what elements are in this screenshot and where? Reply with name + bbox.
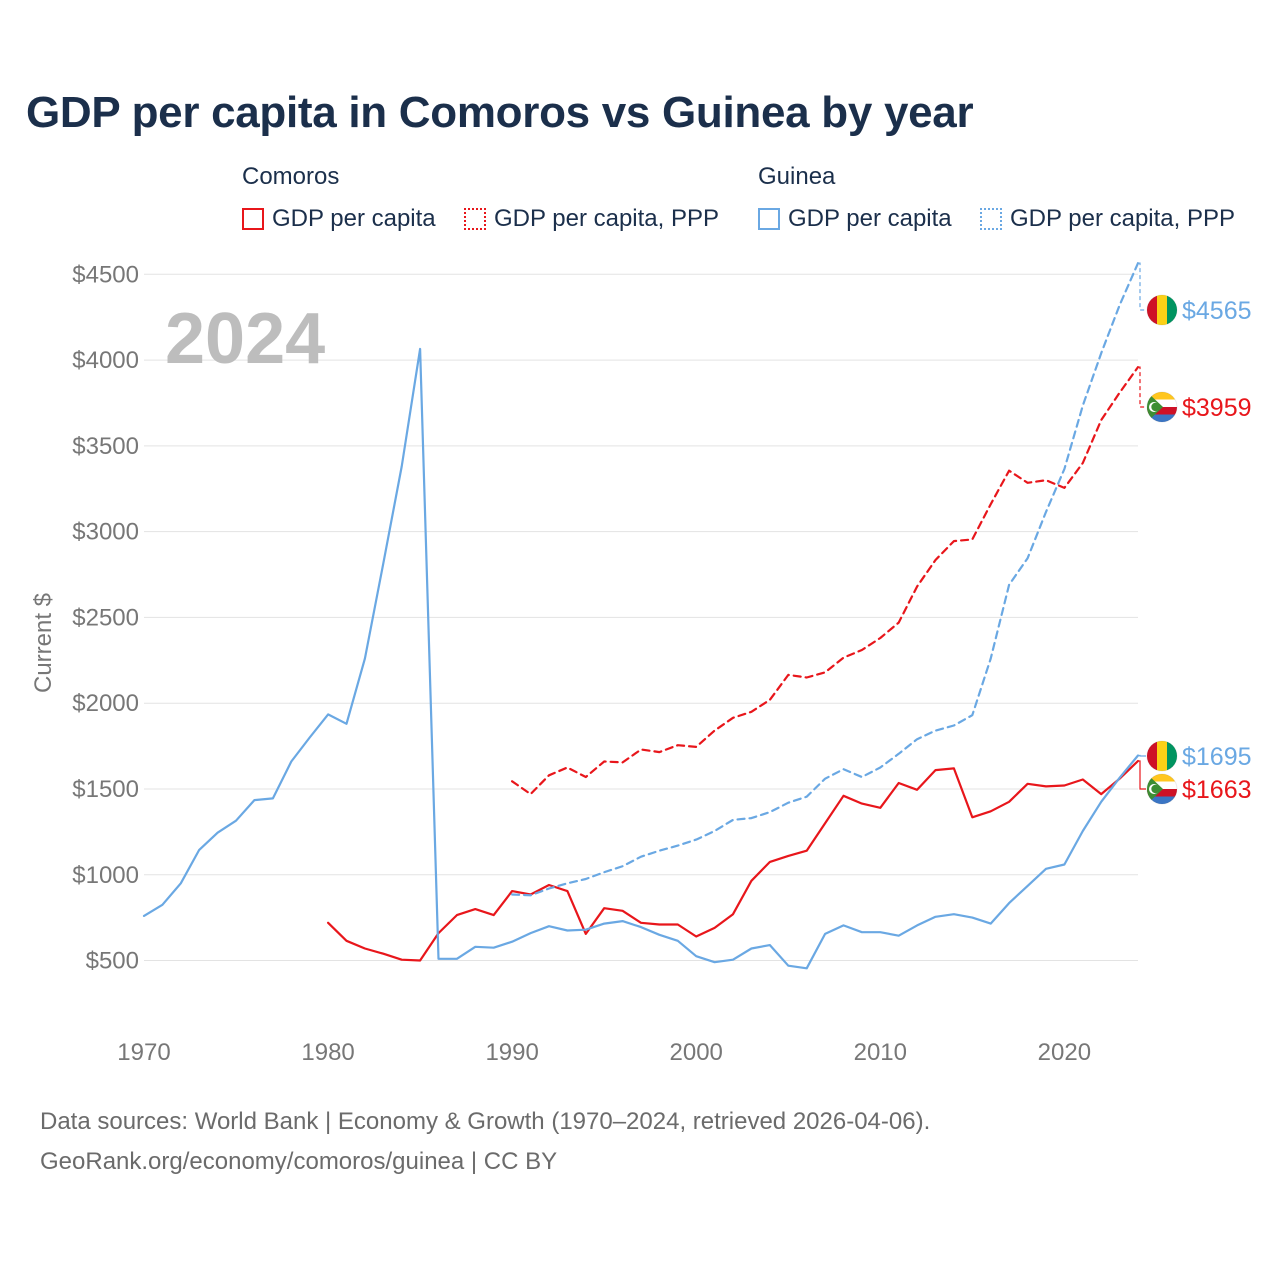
legend-swatch-solid-blue (758, 208, 780, 230)
guinea-flag-icon (1146, 740, 1178, 772)
series-line-guinea-ppp[interactable] (510, 262, 1140, 897)
y-tick-label: $2000 (72, 690, 139, 717)
legend-group-guinea: Guinea (758, 163, 836, 190)
end-value-label: $4565 (1182, 297, 1252, 325)
y-tick-label: $3500 (72, 433, 139, 460)
legend-swatch-dotted-red (464, 208, 486, 230)
year-watermark: 2024 (165, 299, 325, 379)
x-tick-label: 2010 (854, 1039, 907, 1066)
series-line-guinea-gdp[interactable] (142, 347, 1140, 970)
end-leader (1138, 262, 1146, 311)
y-tick-label: $500 (86, 948, 139, 975)
line-chart: $500 $1000 $1500 $2000 $2500 $3000 $3500 $4000 $… (30, 261, 1252, 1066)
series-line-comoros-ppp[interactable] (510, 366, 1140, 796)
end-value-label: $1695 (1182, 743, 1252, 771)
x-tick-label: 1990 (485, 1039, 538, 1066)
legend-guinea-gdp-ppp[interactable]: GDP per capita, PPP (980, 204, 1235, 234)
y-tick-label: $3000 (72, 519, 139, 546)
y-tick-label: $1500 (72, 776, 139, 803)
comoros-flag-icon (1146, 391, 1178, 423)
x-tick-label: 2000 (670, 1039, 723, 1066)
y-tick-label: $4000 (72, 347, 139, 374)
legend-label: GDP per capita (788, 205, 952, 232)
legend-guinea-gdp[interactable]: GDP per capita (758, 204, 952, 234)
legend-label: GDP per capita, PPP (494, 205, 719, 232)
legend-comoros-gdp[interactable]: GDP per capita (242, 204, 436, 234)
legend-swatch-solid-red (242, 208, 264, 230)
end-value-label: $3959 (1182, 394, 1252, 422)
end-leader (1138, 366, 1146, 408)
legend-comoros-gdp-ppp[interactable]: GDP per capita, PPP (464, 204, 719, 234)
footer-sources: Data sources: World Bank | Economy & Gro… (40, 1108, 931, 1135)
legend-label: GDP per capita, PPP (1010, 205, 1235, 232)
legend-group-comoros: Comoros (242, 163, 340, 190)
guinea-flag-icon (1146, 294, 1178, 326)
legend-label: GDP per capita (272, 205, 436, 232)
y-tick-label: $2500 (72, 604, 139, 631)
x-tick-label: 1970 (117, 1039, 170, 1066)
y-axis-label: Current $ (30, 593, 57, 693)
end-value-label: $1663 (1182, 776, 1252, 804)
x-tick-label: 2020 (1038, 1039, 1091, 1066)
series-line-comoros-gdp[interactable] (327, 759, 1140, 962)
legend-swatch-dotted-blue (980, 208, 1002, 230)
y-tick-label: $1000 (72, 862, 139, 889)
x-tick-label: 1980 (301, 1039, 354, 1066)
y-tick-label: $4500 (72, 261, 139, 288)
comoros-flag-icon (1146, 773, 1178, 805)
chart-title: GDP per capita in Comoros vs Guinea by y… (26, 88, 974, 137)
end-leader (1138, 760, 1146, 790)
footer-credit[interactable]: GeoRank.org/economy/comoros/guinea | CC … (40, 1148, 558, 1175)
